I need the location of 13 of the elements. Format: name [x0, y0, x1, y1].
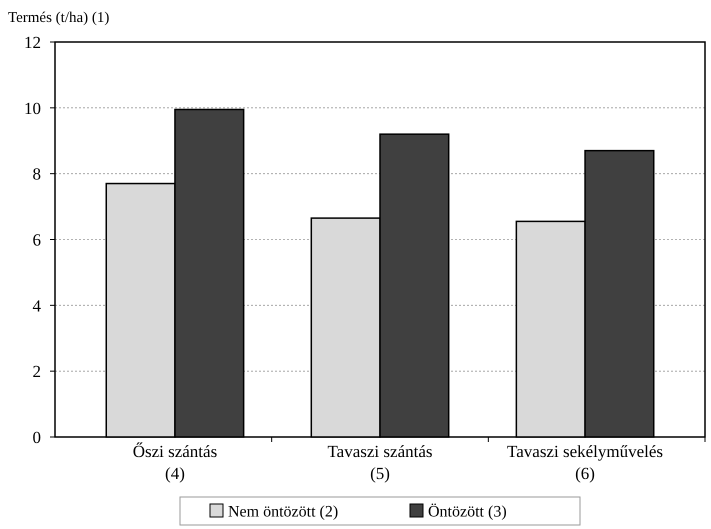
legend-label: Öntözött (3)	[428, 504, 507, 521]
y-axis-title: Termés (t/ha) (1)	[8, 10, 110, 26]
y-tick-label: 6	[32, 230, 41, 250]
legend-label: Nem öntözött (2)	[228, 504, 338, 521]
y-tick-label: 8	[32, 164, 41, 184]
x-tick-label: Őszi szántás (4)	[132, 442, 218, 483]
y-tick-label: 0	[32, 428, 41, 447]
y-tick-label: 10	[24, 98, 41, 118]
x-tick-label: Tavaszi sekélyművelés (6)	[507, 442, 664, 483]
y-tick-label: 2	[32, 362, 41, 382]
y-tick-label: 4	[32, 296, 42, 316]
y-tick-label: 12	[24, 32, 41, 52]
x-tick-label: Tavaszi szántás (5)	[327, 442, 433, 483]
